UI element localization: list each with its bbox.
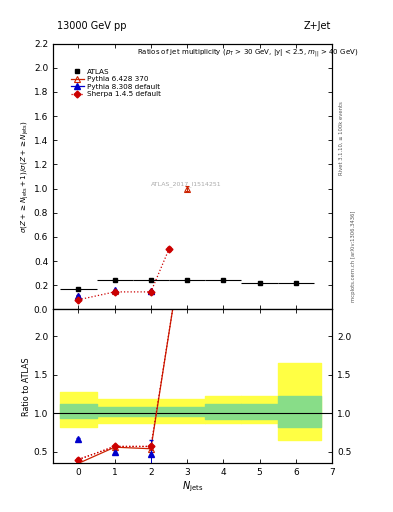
Text: Rivet 3.1.10, ≥ 100k events: Rivet 3.1.10, ≥ 100k events	[339, 101, 344, 175]
Text: 13000 GeV pp: 13000 GeV pp	[57, 20, 127, 31]
X-axis label: $N_\mathrm{jets}$: $N_\mathrm{jets}$	[182, 480, 203, 495]
Legend: ATLAS, Pythia 6.428 370, Pythia 8.308 default, Sherpa 1.4.5 default: ATLAS, Pythia 6.428 370, Pythia 8.308 de…	[68, 66, 163, 100]
Text: mcplots.cern.ch [arXiv:1306.3436]: mcplots.cern.ch [arXiv:1306.3436]	[351, 210, 356, 302]
Text: ATLAS_2017_I1514251: ATLAS_2017_I1514251	[151, 182, 221, 187]
Y-axis label: $\sigma(Z + \geq N_\mathrm{jets}+1) / \sigma(Z + \geq N_\mathrm{jets})$: $\sigma(Z + \geq N_\mathrm{jets}+1) / \s…	[20, 120, 31, 233]
Text: Z+Jet: Z+Jet	[304, 20, 331, 31]
Text: Ratios of jet multiplicity ($p_\mathrm{T}$ > 30 GeV, |y| < 2.5, $m_{||}$ > 40 Ge: Ratios of jet multiplicity ($p_\mathrm{T…	[137, 48, 358, 59]
Y-axis label: Ratio to ATLAS: Ratio to ATLAS	[22, 357, 31, 416]
